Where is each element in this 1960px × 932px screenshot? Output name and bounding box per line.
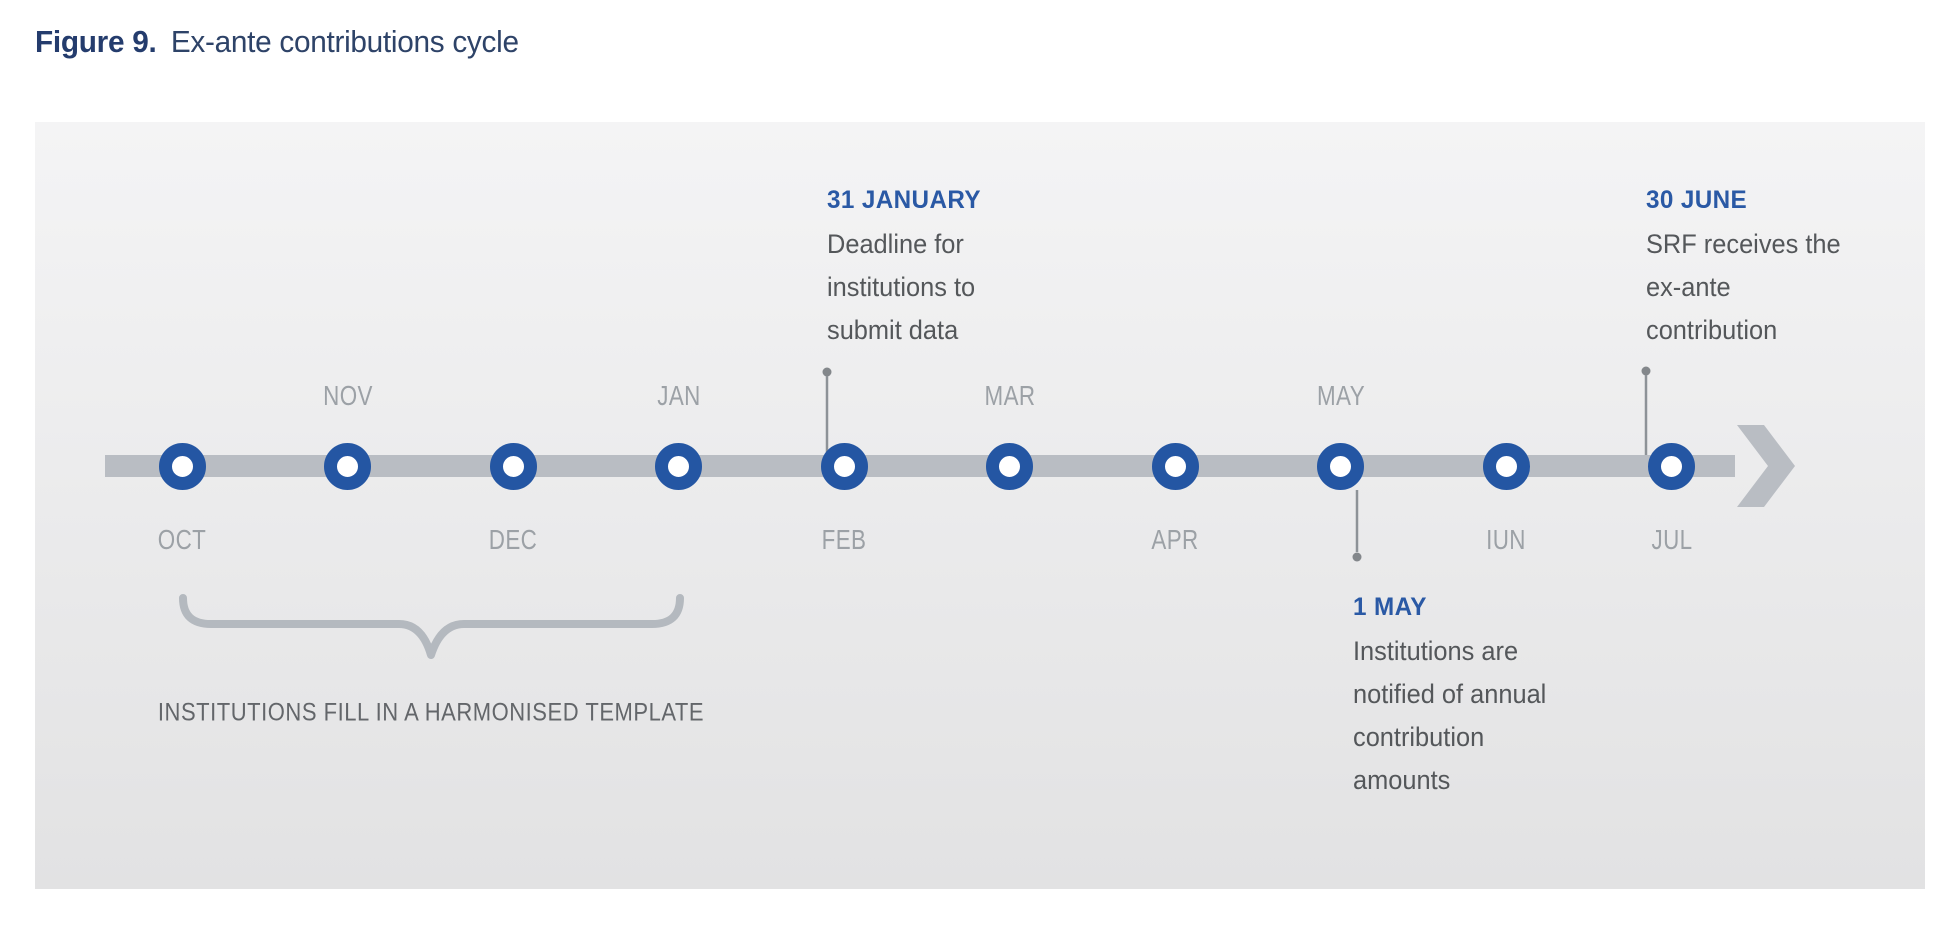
- annotation-date: 1 MAY: [1353, 593, 1427, 621]
- month-label-iun: IUN: [1486, 524, 1526, 555]
- figure-title-row: Figure 9. Ex-ante contributions cycle: [35, 24, 519, 60]
- month-label-feb: FEB: [821, 524, 867, 555]
- annotation-line: notified of annual: [1353, 679, 1547, 709]
- month-label-dec: DEC: [488, 524, 538, 555]
- figure-label: Figure 9.: [35, 24, 157, 59]
- annotation-line: contribution: [1353, 722, 1485, 752]
- month-label-jul: JUL: [1650, 524, 1693, 555]
- annotation-line: ex-ante: [1646, 272, 1731, 302]
- annotation-line: submit data: [827, 315, 959, 345]
- timeline-node-jan: [655, 442, 702, 490]
- month-label-may: MAY: [1316, 380, 1365, 411]
- brace-label: INSTITUTIONS FILL IN A HARMONISED TEMPLA…: [157, 698, 705, 727]
- page-title: Ex-ante contributions cycle: [170, 24, 519, 59]
- timeline-node-feb: [820, 442, 868, 490]
- month-label-oct: OCT: [157, 524, 207, 555]
- annotation-1-may: 1 MAY Institutions are notified of annual…: [1353, 590, 1613, 802]
- annotation-30-june: 30 JUNE SRF receives the ex-ante contribut…: [1646, 183, 1906, 352]
- annotation-line: amounts: [1353, 765, 1451, 795]
- timeline-node-iun: [1482, 442, 1530, 490]
- connector-dot: [822, 367, 832, 377]
- annotation-line: Institutions are: [1353, 636, 1519, 666]
- annotation-31-january: 31 JANUARY Deadline for institutions to su…: [827, 183, 1087, 352]
- connector-30-june: [1641, 366, 1651, 455]
- timeline-panel: OCT NOV DEC JAN FEB MAR APR MAY IUN JUL 31 JANUAR…: [35, 122, 1925, 889]
- connector-1-may: [1352, 490, 1362, 562]
- annotation-line: SRF receives the: [1646, 229, 1841, 259]
- connector-31-january: [822, 367, 832, 455]
- timeline-overlay: [179, 366, 1795, 659]
- month-label-jan: JAN: [656, 380, 701, 411]
- annotation-line: Deadline for: [827, 229, 964, 259]
- annotation-date: 30 JUNE: [1646, 186, 1748, 214]
- month-label-mar: MAR: [984, 380, 1035, 411]
- month-label-apr: APR: [1151, 524, 1199, 555]
- annotation-line: institutions to: [827, 272, 976, 302]
- timeline-node-apr: [1151, 442, 1199, 490]
- annotation-date: 31 JANUARY: [827, 186, 981, 214]
- timeline-node-may: [1317, 442, 1364, 490]
- connector-dot: [1641, 366, 1651, 376]
- timeline-node-oct: [158, 442, 206, 490]
- timeline-node-dec: [489, 442, 537, 490]
- annotation-body: SRF receives the ex-ante contribution: [1646, 223, 1890, 352]
- arrow-right-icon: [1737, 425, 1795, 507]
- timeline-node-jul: [1648, 442, 1695, 490]
- annotation-body: Institutions are notified of annual contri…: [1353, 630, 1597, 802]
- month-label-nov: NOV: [322, 380, 373, 411]
- timeline-node-nov: [324, 442, 371, 490]
- brace-icon: [179, 594, 684, 659]
- connector-dot: [1352, 552, 1362, 562]
- annotation-line: contribution: [1646, 315, 1778, 345]
- annotation-body: Deadline for institutions to submit data: [827, 223, 1071, 352]
- timeline-node-mar: [986, 442, 1033, 490]
